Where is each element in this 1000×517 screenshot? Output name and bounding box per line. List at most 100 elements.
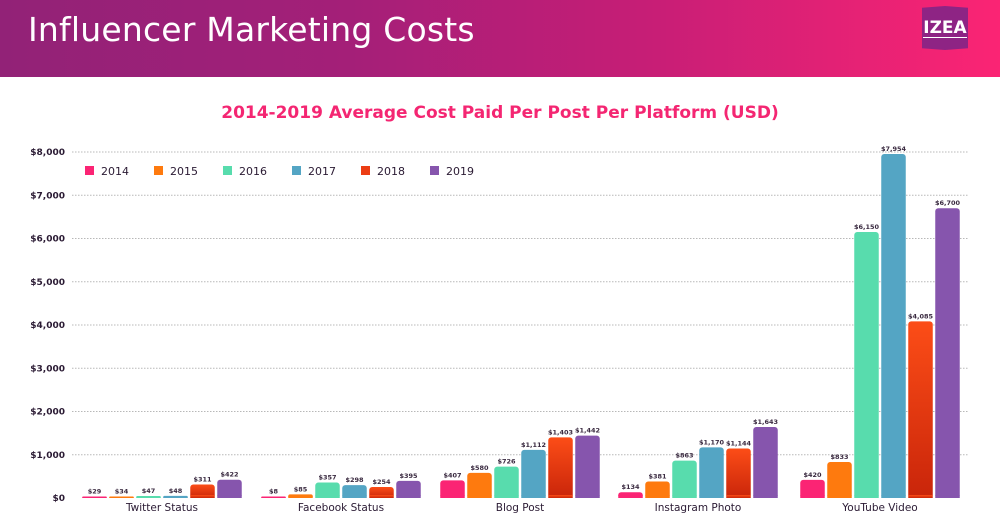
value-label: $580: [470, 464, 489, 472]
legend-label: 2019: [446, 165, 474, 178]
value-label: $407: [443, 471, 461, 479]
bar-base: [190, 495, 215, 498]
legend: 2014 2015 2016 2017 2018 2019: [85, 165, 474, 178]
bar-base: [369, 495, 394, 498]
bar-base: [494, 495, 519, 498]
bar-base: [575, 495, 600, 498]
legend-label: 2018: [377, 165, 405, 178]
bars: [82, 153, 960, 498]
y-tick-label: $4,000: [30, 321, 65, 331]
legend-swatch: [85, 166, 94, 175]
bar-facebook-status-2019: [396, 480, 421, 498]
bar-instagram-photo-2017: [699, 447, 724, 498]
bar-base: [217, 495, 242, 498]
y-axis: $0 $1,000 $2,000 $3,000 $4,000 $5,000 $6,000 $7…: [30, 148, 65, 504]
value-label: $48: [169, 487, 183, 495]
gridlines: [72, 151, 968, 456]
value-label: $833: [830, 453, 848, 461]
bar-facebook-status-2017: [342, 485, 367, 498]
bar-base: [618, 495, 643, 498]
value-label: $357: [318, 474, 336, 482]
bar-base: [726, 495, 751, 498]
legend-swatch: [430, 166, 439, 175]
value-label: $8: [269, 488, 279, 496]
bar-base: [342, 495, 367, 498]
bar-blog-post-2018: [548, 437, 573, 498]
bar-base: [467, 495, 492, 498]
value-label: $381: [648, 473, 667, 481]
legend-item-2015: 2015: [154, 165, 198, 178]
bar-youtube-video-2015: [827, 461, 852, 498]
legend-item-2017: 2017: [292, 165, 336, 178]
bar-youtube-video-2017: [881, 153, 906, 498]
value-label: $863: [675, 452, 693, 460]
value-label: $6,700: [935, 199, 961, 207]
bar-youtube-video-2018: [908, 321, 933, 498]
bar-instagram-photo-2018: [726, 448, 751, 498]
bar-base: [521, 495, 546, 498]
bar-base: [800, 495, 825, 498]
y-tick-label: $6,000: [30, 235, 65, 245]
value-label: $1,442: [575, 427, 600, 435]
bar-blog-post-2015: [467, 472, 492, 498]
chart-title: 2014-2019 Average Cost Paid Per Post Per…: [221, 103, 779, 123]
value-label: $1,144: [726, 440, 752, 448]
bar-base: [261, 497, 286, 498]
x-axis: Twitter Status Facebook Status Blog Post In…: [125, 502, 918, 514]
value-label: $1,403: [548, 428, 573, 436]
value-label: $34: [115, 488, 129, 496]
legend-item-2014: 2014: [85, 165, 129, 178]
legend-label: 2014: [101, 165, 129, 178]
y-tick-label: $5,000: [30, 278, 65, 288]
legend-swatch: [361, 166, 370, 175]
value-label: $47: [142, 487, 156, 495]
bar-youtube-video-2014: [800, 479, 825, 498]
bar-instagram-photo-2019: [753, 426, 778, 498]
bar-twitter-status-2018: [190, 484, 215, 498]
bar-youtube-video-2016: [854, 232, 879, 498]
legend-item-2018: 2018: [361, 165, 405, 178]
bar-instagram-photo-2016: [672, 460, 697, 498]
value-label: $422: [220, 471, 238, 479]
value-label: $1,170: [699, 438, 725, 446]
bar-base: [440, 495, 465, 498]
bar-base: [881, 495, 906, 498]
x-tick-label: YouTube Video: [841, 502, 917, 514]
value-label: $134: [621, 483, 640, 491]
bar-base: [753, 495, 778, 498]
page-title: Influencer Marketing Costs: [28, 10, 475, 49]
bar-base: [109, 497, 134, 498]
value-label: $254: [372, 478, 391, 486]
value-label: $7,954: [881, 145, 907, 153]
value-label: $29: [88, 488, 102, 496]
value-label: $4,085: [908, 312, 934, 320]
bar-base: [548, 495, 573, 498]
bar-base: [672, 495, 697, 498]
legend-item-2016: 2016: [223, 165, 267, 178]
x-tick-label: Twitter Status: [125, 502, 198, 514]
legend-label: 2015: [170, 165, 198, 178]
x-tick-label: Blog Post: [496, 502, 545, 514]
bar-youtube-video-2019: [935, 208, 960, 498]
y-tick-label: $3,000: [30, 364, 65, 374]
bar-twitter-status-2019: [217, 479, 242, 498]
bar-blog-post-2019: [575, 435, 600, 498]
value-label: $298: [345, 476, 364, 484]
legend-label: 2016: [239, 165, 267, 178]
bar-base: [82, 497, 107, 498]
value-label: $1,112: [521, 441, 546, 449]
bar-base: [645, 495, 670, 498]
logo-text: IZEA: [923, 17, 967, 38]
izea-logo: IZEA: [922, 6, 968, 50]
value-label: $6,150: [854, 223, 880, 231]
legend-swatch: [154, 166, 163, 175]
bar-base: [908, 495, 933, 498]
bar-base: [935, 495, 960, 498]
y-tick-label: $1,000: [30, 451, 65, 461]
bar-base: [136, 496, 161, 498]
y-tick-label: $7,000: [30, 191, 65, 201]
bar-base: [854, 495, 879, 498]
bar-blog-post-2014: [440, 480, 465, 498]
header-banner: Influencer Marketing Costs IZEA: [0, 0, 1000, 77]
